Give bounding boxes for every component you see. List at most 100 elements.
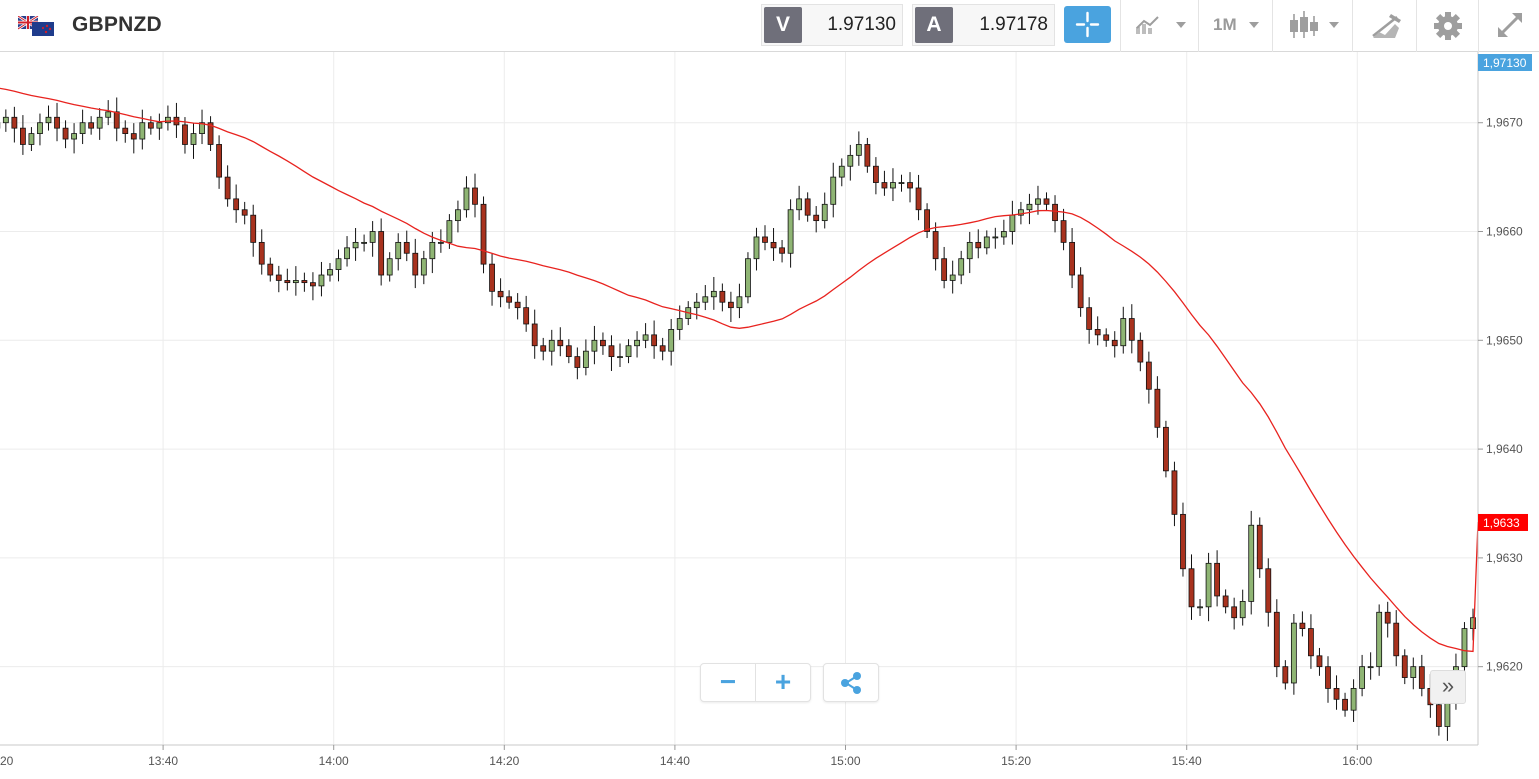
candle bbox=[88, 116, 95, 135]
candle bbox=[429, 231, 436, 274]
candle bbox=[250, 204, 257, 257]
candle bbox=[1197, 599, 1203, 616]
candle-down bbox=[224, 176, 231, 200]
candle-down bbox=[258, 241, 265, 265]
candle-up bbox=[821, 203, 828, 222]
candle bbox=[1069, 228, 1075, 289]
candle bbox=[890, 168, 896, 202]
candle bbox=[233, 184, 240, 223]
candle bbox=[489, 253, 495, 306]
candle-up bbox=[702, 296, 709, 303]
current-price-label: 1,97130 bbox=[1483, 56, 1527, 70]
bid-quote[interactable]: V 1.97130 bbox=[761, 4, 903, 46]
candle bbox=[45, 105, 52, 131]
candle-down bbox=[182, 124, 188, 145]
candle-down bbox=[1393, 622, 1400, 657]
candle-up bbox=[582, 350, 589, 368]
candle bbox=[361, 234, 368, 252]
candle-down bbox=[873, 165, 879, 183]
candle bbox=[352, 228, 359, 261]
fullscreen-button[interactable] bbox=[1478, 0, 1539, 52]
candle bbox=[386, 252, 393, 282]
candle bbox=[907, 172, 913, 203]
candle-down bbox=[472, 187, 478, 205]
share-button[interactable] bbox=[823, 663, 879, 702]
candle-up bbox=[1290, 622, 1297, 684]
candle bbox=[966, 231, 973, 274]
candle bbox=[275, 265, 282, 293]
y-tick-label: 1,9670 bbox=[1486, 116, 1523, 130]
crosshair-button[interactable] bbox=[1064, 6, 1111, 43]
candle bbox=[1128, 304, 1135, 354]
candle-up bbox=[37, 122, 43, 134]
draw-tools-button[interactable] bbox=[1352, 0, 1416, 52]
candle-up bbox=[983, 236, 990, 249]
candle-up bbox=[591, 339, 598, 352]
zoom-in-button[interactable]: + bbox=[774, 666, 792, 697]
candle bbox=[1137, 332, 1144, 372]
candle-up bbox=[190, 133, 197, 145]
candle-up bbox=[1376, 611, 1383, 668]
candle-down bbox=[804, 198, 811, 216]
zoom-out-button[interactable]: − bbox=[719, 666, 737, 697]
chart-type-button[interactable] bbox=[1120, 0, 1198, 52]
candle bbox=[412, 238, 419, 289]
candle-down bbox=[651, 334, 658, 347]
candle-down bbox=[975, 241, 982, 249]
candle bbox=[335, 249, 342, 282]
candle-up bbox=[318, 274, 325, 287]
candle-down bbox=[1111, 339, 1118, 347]
timeframe-button[interactable]: 1M bbox=[1198, 0, 1272, 52]
candle bbox=[642, 323, 649, 349]
candle bbox=[582, 339, 589, 376]
candle bbox=[199, 109, 205, 145]
x-tick-label: 13:40 bbox=[148, 754, 178, 768]
candle bbox=[310, 272, 316, 301]
candle-down bbox=[241, 209, 248, 216]
candle bbox=[1154, 376, 1161, 438]
candle-down bbox=[565, 345, 572, 358]
settings-button[interactable] bbox=[1416, 0, 1478, 52]
candle-down bbox=[506, 296, 513, 303]
candle bbox=[1077, 267, 1084, 317]
candle bbox=[1367, 652, 1374, 680]
candle-down bbox=[924, 209, 930, 232]
candle bbox=[292, 266, 299, 296]
candle-down bbox=[1316, 655, 1323, 668]
candle bbox=[753, 227, 760, 271]
candle bbox=[932, 222, 939, 271]
candle-down bbox=[1145, 361, 1152, 390]
candle-up bbox=[463, 187, 470, 211]
candle-up bbox=[1359, 666, 1366, 689]
candle-down bbox=[1188, 568, 1195, 608]
x-tick-label: 16:00 bbox=[1342, 754, 1372, 768]
price-chart[interactable]: 1,9670 1,9660 1,9650 1,9640 1,9630 1,9620 20 1… bbox=[0, 52, 1539, 779]
candle bbox=[2, 109, 9, 132]
candle bbox=[506, 290, 513, 309]
candle bbox=[796, 185, 803, 221]
candle bbox=[395, 233, 402, 271]
draw-tools-icon bbox=[1372, 14, 1401, 38]
candle-up bbox=[1205, 562, 1212, 608]
candle bbox=[531, 309, 538, 359]
candle bbox=[1043, 192, 1050, 211]
candle-up bbox=[1470, 617, 1476, 629]
candle bbox=[1393, 610, 1400, 667]
time-axis: 20 13:40 14:00 14:20 14:40 15:00 15:20 15:40 16:… bbox=[0, 745, 1373, 768]
candle bbox=[105, 100, 112, 126]
candle-up bbox=[1197, 606, 1203, 609]
x-tick-label: 15:20 bbox=[1001, 754, 1031, 768]
candle bbox=[1333, 675, 1340, 710]
y-tick-label: 1,9620 bbox=[1486, 660, 1523, 674]
ask-quote[interactable]: A 1.97178 bbox=[912, 4, 1055, 46]
scroll-to-latest-button[interactable]: » bbox=[1430, 670, 1466, 704]
y-tick-label: 1,9640 bbox=[1486, 442, 1523, 456]
candle-down bbox=[719, 290, 726, 303]
candle-up bbox=[753, 236, 760, 260]
candle-down bbox=[275, 274, 282, 281]
candle-up bbox=[1000, 231, 1007, 238]
candle-up bbox=[617, 356, 623, 359]
candle-style-button[interactable] bbox=[1272, 0, 1352, 52]
current-price-marker bbox=[1478, 54, 1532, 71]
candle bbox=[258, 229, 265, 275]
